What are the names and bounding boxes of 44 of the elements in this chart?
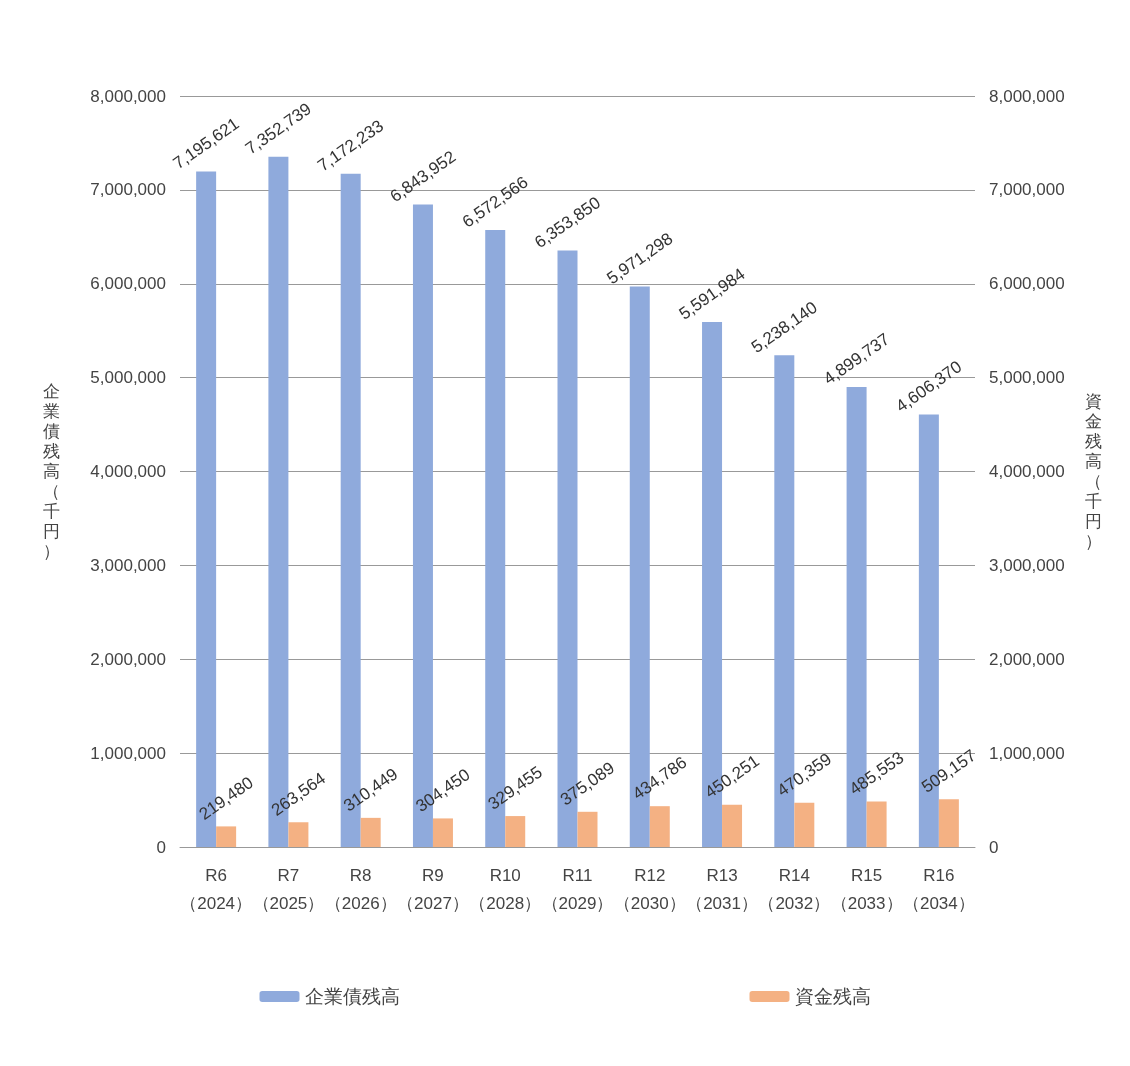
y2-tick-label: 1,000,000 <box>989 743 1065 763</box>
x-tick-label: R15 （2033） <box>830 865 903 913</box>
x-tick-label: R7 （2025） <box>252 865 325 913</box>
x-tick-label: R13 （2031） <box>686 865 758 913</box>
bar <box>505 816 526 847</box>
x-tick-label: R9 （2027） <box>397 865 469 913</box>
y2-tick-label: 3,000,000 <box>989 555 1065 575</box>
y2-tick-label: 0 <box>989 837 999 857</box>
y-tick-label: 7,000,000 <box>90 180 166 200</box>
x-tick-label: R12 （2030） <box>613 865 686 913</box>
y-tick-label: 3,000,000 <box>90 555 166 575</box>
y-tick-label: 4,000,000 <box>90 462 166 481</box>
x-tick-label: R8 （2026） <box>324 865 397 913</box>
bar <box>360 817 381 847</box>
y-tick-label: 5,000,000 <box>90 368 166 388</box>
y-tick-label: 8,000,000 <box>90 86 166 106</box>
bar <box>432 818 453 847</box>
bar <box>577 811 598 847</box>
y-tick-label: 2,000,000 <box>90 649 166 669</box>
x-tick-label: R11 （2029） <box>541 865 614 913</box>
y2-tick-label: 4,000,000 <box>989 462 1065 481</box>
y-tick-label: 0 <box>156 837 166 857</box>
text: 企業債残高（千円） <box>43 382 60 561</box>
bar <box>794 802 815 847</box>
bar <box>649 806 670 847</box>
bar <box>216 826 237 847</box>
x-tick-label: R6 （2024） <box>180 865 253 913</box>
y2-tick-label: 7,000,000 <box>989 180 1065 200</box>
y2-tick-label: 8,000,000 <box>989 86 1065 106</box>
bar <box>722 804 743 847</box>
bar <box>866 801 887 847</box>
legend-label: 資金残高 <box>794 986 871 1007</box>
y2-tick-label: 2,000,000 <box>989 649 1065 669</box>
x-tick-label: R16 （2034） <box>902 865 975 913</box>
y2-axis-title: 資金残高（千円） <box>1085 392 1102 551</box>
legend-label: 企業債残高 <box>304 986 400 1007</box>
x-tick-label: R14 （2032） <box>758 865 831 913</box>
y2-tick-label: 6,000,000 <box>989 274 1065 294</box>
y-tick-label: 1,000,000 <box>90 743 166 763</box>
y2-tick-label: 5,000,000 <box>989 368 1065 388</box>
bar <box>288 822 309 847</box>
bar <box>938 799 959 847</box>
x-tick-label: R10 （2028） <box>469 865 542 913</box>
y-tick-label: 6,000,000 <box>90 274 166 294</box>
